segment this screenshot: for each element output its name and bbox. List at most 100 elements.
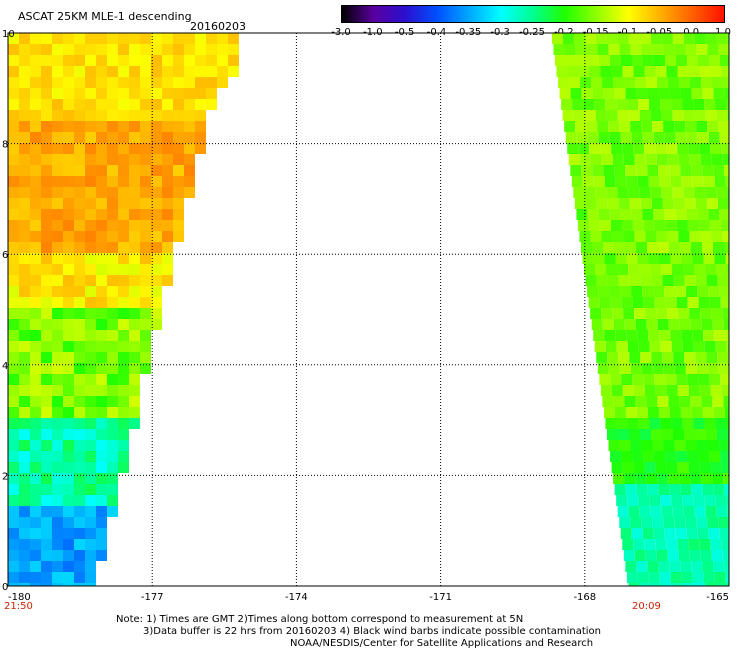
wind-cell bbox=[651, 198, 663, 209]
wind-cell bbox=[85, 110, 96, 121]
wind-cell bbox=[685, 440, 697, 451]
wind-cell bbox=[627, 495, 639, 506]
wind-cell bbox=[74, 88, 85, 99]
wind-cell bbox=[217, 77, 228, 88]
wind-cell bbox=[151, 165, 162, 176]
wind-cell bbox=[578, 143, 590, 154]
wind-cell bbox=[74, 99, 85, 110]
wind-cell bbox=[708, 286, 720, 297]
wind-cell bbox=[85, 473, 96, 484]
wind-cell bbox=[173, 231, 184, 242]
wind-cell bbox=[52, 319, 63, 330]
wind-cell bbox=[697, 528, 709, 539]
wind-cell bbox=[705, 583, 717, 586]
wind-cell bbox=[41, 528, 52, 539]
wind-cell bbox=[674, 121, 686, 132]
wind-cell bbox=[608, 121, 620, 132]
wind-cell bbox=[140, 319, 151, 330]
wind-cell bbox=[107, 44, 118, 55]
wind-cell bbox=[74, 187, 85, 198]
wind-cell bbox=[63, 484, 74, 495]
wind-cell bbox=[619, 517, 631, 528]
wind-cell bbox=[8, 253, 19, 264]
wind-cell bbox=[19, 330, 30, 341]
wind-cell bbox=[615, 330, 627, 341]
wind-cell bbox=[599, 374, 611, 385]
wind-cell bbox=[623, 308, 635, 319]
wind-cell bbox=[30, 506, 41, 517]
wind-cell bbox=[30, 418, 41, 429]
wind-cell bbox=[96, 88, 107, 99]
wind-cell bbox=[85, 297, 96, 308]
wind-cell bbox=[52, 440, 63, 451]
wind-cell bbox=[173, 187, 184, 198]
wind-cell bbox=[8, 550, 19, 561]
grid-lines bbox=[8, 33, 729, 586]
wind-cell bbox=[613, 473, 625, 484]
wind-cell bbox=[654, 374, 666, 385]
wind-cell bbox=[162, 33, 173, 44]
wind-cell bbox=[129, 286, 140, 297]
wind-cell bbox=[609, 286, 621, 297]
wind-cell bbox=[19, 176, 30, 187]
wind-cell bbox=[639, 264, 651, 275]
wind-cell bbox=[640, 198, 652, 209]
wind-cell bbox=[30, 561, 41, 572]
wind-cell bbox=[700, 550, 712, 561]
wind-cell bbox=[697, 286, 709, 297]
wind-cell bbox=[63, 550, 74, 561]
wind-cell bbox=[673, 275, 685, 286]
wind-cell bbox=[74, 539, 85, 550]
wind-cell bbox=[52, 198, 63, 209]
wind-cell bbox=[173, 176, 184, 187]
wind-cell bbox=[140, 264, 151, 275]
wind-cell bbox=[691, 165, 703, 176]
wind-cell bbox=[63, 154, 74, 165]
wind-cell bbox=[653, 55, 665, 66]
wind-cell bbox=[625, 484, 637, 495]
wind-cell bbox=[41, 418, 52, 429]
wind-cell bbox=[52, 77, 63, 88]
wind-cell bbox=[662, 198, 674, 209]
wind-cell bbox=[173, 165, 184, 176]
wind-cell bbox=[686, 286, 698, 297]
wind-cell bbox=[8, 561, 19, 572]
wind-cell bbox=[107, 308, 118, 319]
wind-cell bbox=[604, 253, 616, 264]
wind-cell bbox=[173, 110, 184, 121]
wind-cell bbox=[586, 44, 598, 55]
wind-cell bbox=[8, 528, 19, 539]
wind-cell bbox=[674, 517, 686, 528]
wind-cell bbox=[704, 99, 716, 110]
wind-cell bbox=[676, 297, 688, 308]
wind-cell bbox=[85, 385, 96, 396]
wind-cell bbox=[19, 99, 30, 110]
wind-cell bbox=[727, 506, 729, 517]
wind-cell bbox=[162, 275, 173, 286]
wind-cell bbox=[701, 242, 713, 253]
wind-cell bbox=[603, 407, 615, 418]
wind-cell bbox=[662, 352, 674, 363]
wind-cell bbox=[645, 154, 657, 165]
wind-cell bbox=[554, 55, 566, 66]
wind-cell bbox=[719, 132, 729, 143]
wind-cell bbox=[30, 231, 41, 242]
wind-cell bbox=[629, 352, 641, 363]
wind-cell bbox=[615, 176, 627, 187]
wind-cell bbox=[718, 440, 729, 451]
wind-cell bbox=[162, 66, 173, 77]
wind-cell bbox=[681, 572, 693, 583]
wind-cell bbox=[689, 231, 701, 242]
wind-cell bbox=[41, 561, 52, 572]
wind-cell bbox=[703, 330, 715, 341]
wind-cell bbox=[598, 286, 610, 297]
wind-cell bbox=[727, 264, 729, 275]
wind-cell bbox=[715, 341, 727, 352]
wind-cell bbox=[681, 176, 693, 187]
wind-cell bbox=[589, 66, 601, 77]
wind-cell bbox=[607, 198, 619, 209]
wind-cell bbox=[8, 451, 19, 462]
wind-cell bbox=[575, 44, 587, 55]
wind-cell bbox=[118, 418, 129, 429]
